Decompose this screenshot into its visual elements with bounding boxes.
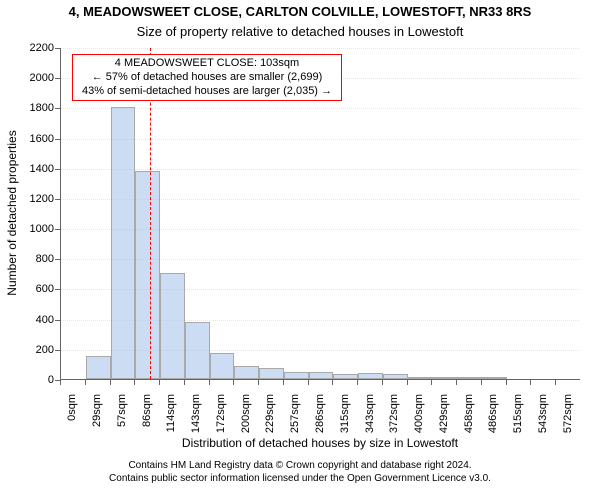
chart-title-sub: Size of property relative to detached ho… — [0, 24, 600, 39]
x-tick-label: 429sqm — [438, 394, 450, 444]
y-tick-label: 2000 — [20, 72, 54, 84]
annotation-line: ← 57% of detached houses are smaller (2,… — [77, 71, 337, 85]
x-tick-label: 458sqm — [463, 394, 475, 444]
footer-line-1: Contains HM Land Registry data © Crown c… — [0, 460, 600, 473]
x-tick-mark — [530, 380, 531, 385]
gridline — [61, 108, 580, 109]
x-tick-mark — [382, 380, 383, 385]
y-tick-mark — [55, 229, 60, 230]
y-tick-label: 600 — [20, 283, 54, 295]
x-tick-mark — [159, 380, 160, 385]
y-tick-mark — [55, 199, 60, 200]
y-tick-mark — [55, 108, 60, 109]
y-tick-label: 2200 — [20, 42, 54, 54]
x-tick-mark — [481, 380, 482, 385]
x-tick-label: 229sqm — [264, 394, 276, 444]
x-tick-mark — [506, 380, 507, 385]
x-tick-label: 86sqm — [141, 394, 153, 444]
x-tick-mark — [233, 380, 234, 385]
histogram-bar — [111, 107, 136, 379]
histogram-bar — [259, 368, 284, 379]
x-tick-mark — [258, 380, 259, 385]
histogram-bar — [86, 356, 111, 379]
histogram-bar — [408, 377, 433, 379]
x-tick-label: 372sqm — [388, 394, 400, 444]
x-tick-mark — [110, 380, 111, 385]
x-tick-mark — [431, 380, 432, 385]
footer-line-2: Contains public sector information licen… — [0, 473, 600, 486]
x-tick-label: 315sqm — [339, 394, 351, 444]
histogram-bar — [333, 374, 358, 379]
y-tick-mark — [55, 320, 60, 321]
y-tick-mark — [55, 48, 60, 49]
histogram-bar — [185, 322, 210, 379]
histogram-bar — [383, 374, 408, 379]
x-tick-label: 400sqm — [413, 394, 425, 444]
x-tick-label: 257sqm — [289, 394, 301, 444]
x-tick-mark — [184, 380, 185, 385]
x-tick-label: 515sqm — [512, 394, 524, 444]
gridline — [61, 169, 580, 170]
annotation-line: 4 MEADOWSWEET CLOSE: 103sqm — [77, 57, 337, 71]
y-tick-label: 1800 — [20, 102, 54, 114]
x-tick-label: 114sqm — [165, 394, 177, 444]
x-tick-mark — [283, 380, 284, 385]
gridline — [61, 48, 580, 49]
y-tick-mark — [55, 259, 60, 260]
x-tick-mark — [332, 380, 333, 385]
x-tick-mark — [456, 380, 457, 385]
x-tick-label: 486sqm — [487, 394, 499, 444]
x-tick-label: 172sqm — [215, 394, 227, 444]
y-tick-mark — [55, 139, 60, 140]
x-tick-label: 572sqm — [562, 394, 574, 444]
histogram-bar — [309, 372, 334, 379]
x-tick-mark — [85, 380, 86, 385]
y-tick-label: 1600 — [20, 133, 54, 145]
y-tick-label: 400 — [20, 314, 54, 326]
histogram-bar — [135, 171, 160, 379]
histogram-bar — [358, 373, 383, 379]
y-tick-mark — [55, 169, 60, 170]
x-tick-label: 343sqm — [364, 394, 376, 444]
x-tick-label: 286sqm — [314, 394, 326, 444]
histogram-bar — [234, 366, 259, 379]
y-tick-mark — [55, 78, 60, 79]
histogram-bar — [284, 372, 309, 379]
x-tick-mark — [308, 380, 309, 385]
x-tick-mark — [357, 380, 358, 385]
x-tick-label: 29sqm — [91, 394, 103, 444]
annotation-line: 43% of semi-detached houses are larger (… — [77, 85, 337, 99]
gridline — [61, 139, 580, 140]
annotation-box: 4 MEADOWSWEET CLOSE: 103sqm← 57% of deta… — [72, 54, 342, 101]
x-tick-label: 57sqm — [116, 394, 128, 444]
chart-title-main: 4, MEADOWSWEET CLOSE, CARLTON COLVILLE, … — [0, 4, 600, 19]
histogram-bar — [210, 353, 235, 379]
y-tick-label: 1400 — [20, 163, 54, 175]
x-tick-label: 200sqm — [240, 394, 252, 444]
y-tick-label: 800 — [20, 253, 54, 265]
x-tick-mark — [555, 380, 556, 385]
histogram-bar — [457, 377, 482, 379]
histogram-bar — [432, 377, 457, 379]
chart-container: 4, MEADOWSWEET CLOSE, CARLTON COLVILLE, … — [0, 0, 600, 500]
histogram-bar — [482, 377, 507, 379]
histogram-bar — [160, 273, 185, 379]
footer-text: Contains HM Land Registry data © Crown c… — [0, 460, 600, 485]
y-tick-label: 1200 — [20, 193, 54, 205]
y-tick-label: 1000 — [20, 223, 54, 235]
y-tick-label: 200 — [20, 344, 54, 356]
x-tick-mark — [209, 380, 210, 385]
x-tick-mark — [407, 380, 408, 385]
x-tick-mark — [60, 380, 61, 385]
x-tick-label: 143sqm — [190, 394, 202, 444]
x-tick-mark — [134, 380, 135, 385]
y-tick-mark — [55, 289, 60, 290]
x-tick-label: 0sqm — [66, 394, 78, 444]
y-tick-mark — [55, 350, 60, 351]
y-axis-title: Number of detached properties — [5, 47, 19, 379]
y-tick-label: 0 — [20, 374, 54, 386]
x-tick-label: 543sqm — [537, 394, 549, 444]
